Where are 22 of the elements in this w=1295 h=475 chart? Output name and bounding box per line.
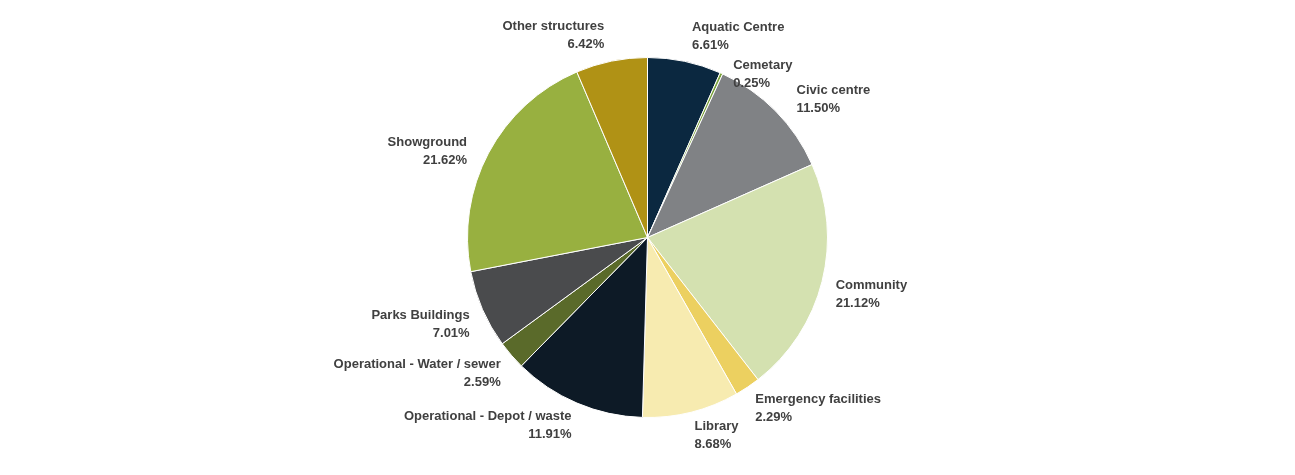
data-label: 11.91%	[528, 426, 572, 441]
slice-label: Operational - Water / sewer	[333, 356, 501, 372]
slice-label: Operational - Depot / waste	[403, 408, 572, 423]
data-label: 7.01%	[432, 325, 471, 341]
slice-label: Aquatic Centre	[691, 18, 785, 34]
slice-label: Parks Buildings	[371, 307, 470, 323]
data-label: 11.50%	[796, 100, 841, 116]
slice-label: Cemetary	[733, 56, 794, 72]
slice-label: Community	[835, 276, 908, 292]
slice-label: Civic centre	[796, 82, 871, 98]
data-label: 21.62%	[422, 151, 468, 167]
data-label: 2.29%	[755, 408, 793, 424]
slice-label: Library	[694, 417, 740, 433]
slice-label: Other structures	[502, 18, 605, 34]
slice-label: Emergency facilities	[755, 390, 882, 406]
data-label: 6.61%	[691, 36, 730, 52]
data-label: 6.42%	[567, 36, 605, 52]
data-label: 21.12%	[835, 294, 881, 310]
data-label: 2.59%	[463, 374, 502, 390]
data-label: 0.25%	[733, 74, 771, 90]
data-label: 8.68%	[694, 435, 732, 451]
slice-label: Showground	[387, 133, 468, 149]
